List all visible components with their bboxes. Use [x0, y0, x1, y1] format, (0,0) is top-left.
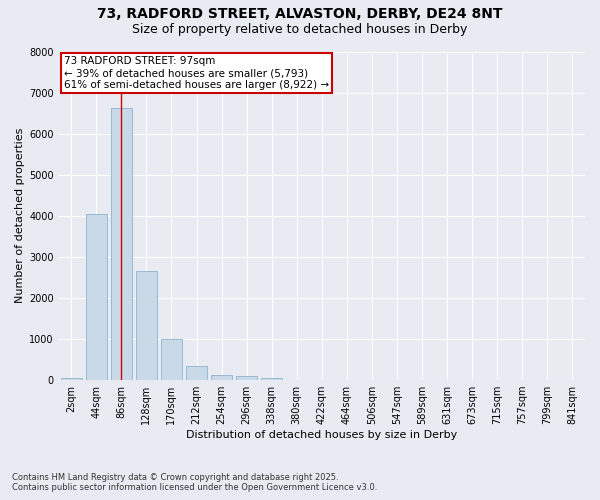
Text: Contains HM Land Registry data © Crown copyright and database right 2025.
Contai: Contains HM Land Registry data © Crown c… [12, 473, 377, 492]
Bar [86, 214, 107, 380]
Bar [186, 366, 207, 380]
Bar [261, 378, 283, 380]
Bar [211, 374, 232, 380]
Text: Size of property relative to detached houses in Derby: Size of property relative to detached ho… [133, 22, 467, 36]
Bar [136, 271, 157, 380]
Y-axis label: Number of detached properties: Number of detached properties [15, 128, 25, 304]
X-axis label: Distribution of detached houses by size in Derby: Distribution of detached houses by size … [186, 430, 457, 440]
Text: 73 RADFORD STREET: 97sqm
← 39% of detached houses are smaller (5,793)
61% of sem: 73 RADFORD STREET: 97sqm ← 39% of detach… [64, 56, 329, 90]
Text: 73, RADFORD STREET, ALVASTON, DERBY, DE24 8NT: 73, RADFORD STREET, ALVASTON, DERBY, DE2… [97, 8, 503, 22]
Bar [161, 339, 182, 380]
Bar [61, 378, 82, 380]
Bar [236, 376, 257, 380]
Bar [110, 108, 132, 380]
